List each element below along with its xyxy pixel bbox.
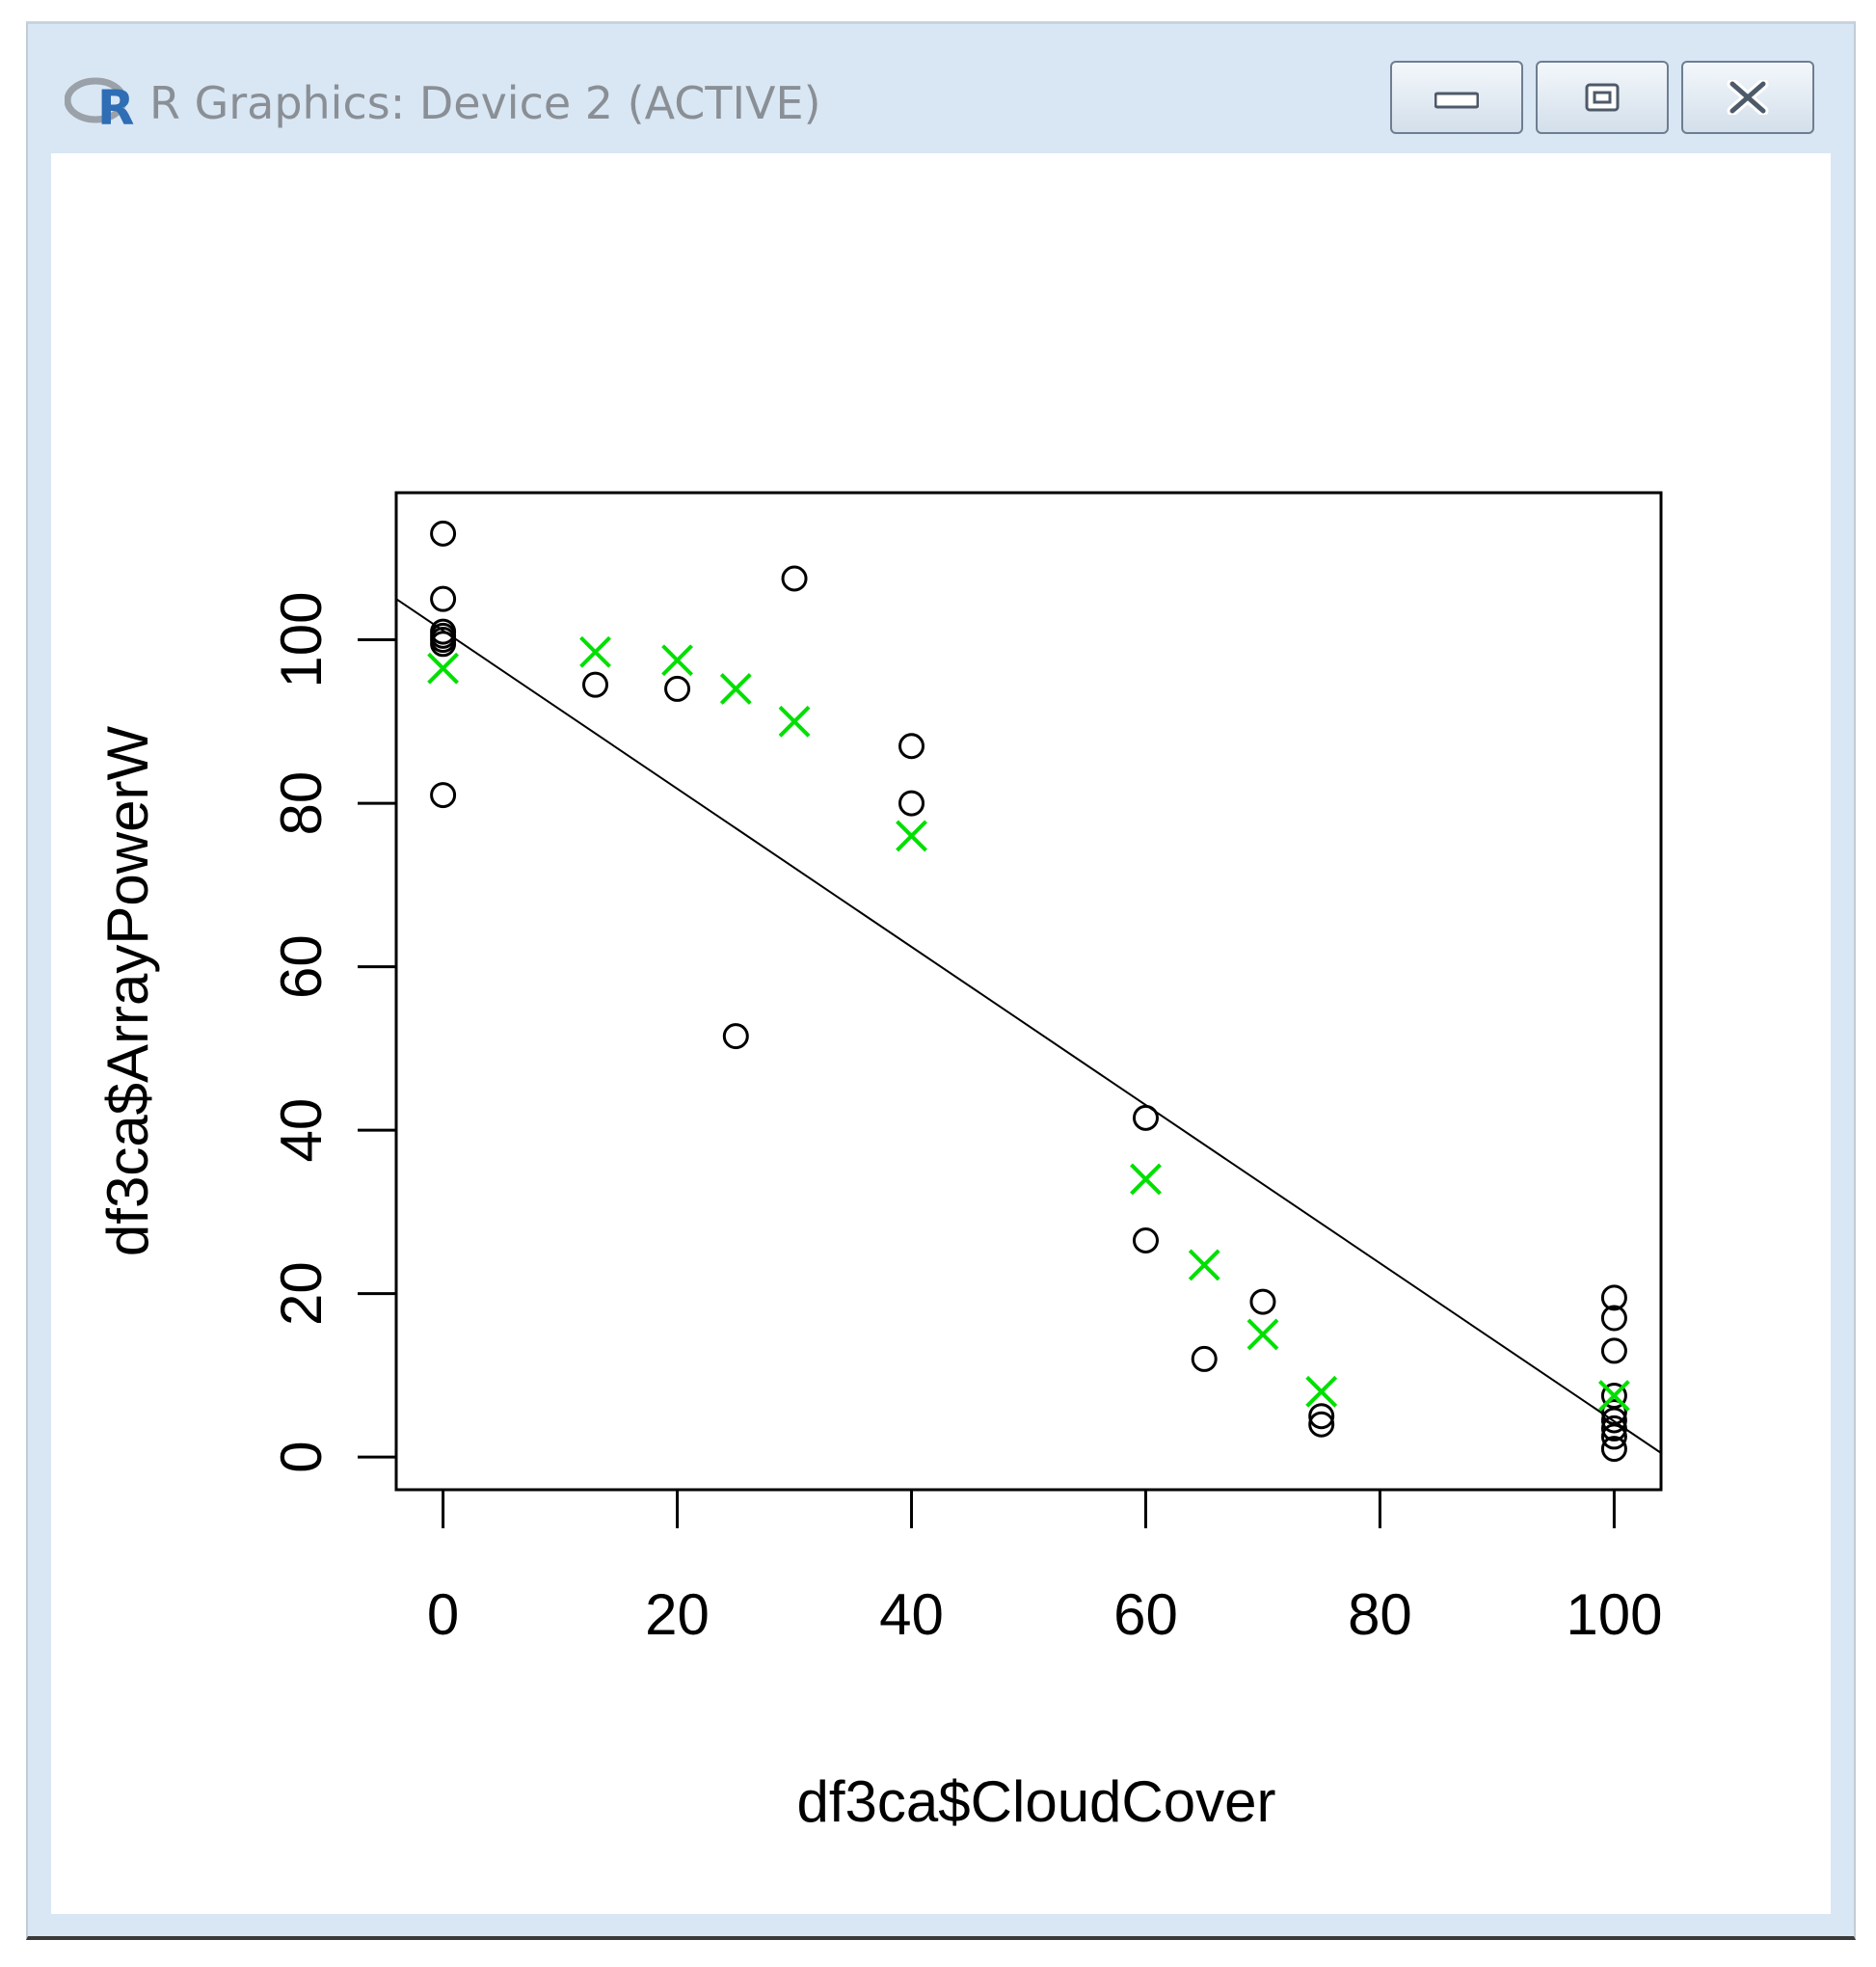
close-icon bbox=[1727, 80, 1769, 115]
x-axis-label: df3ca$CloudCover bbox=[797, 1769, 1276, 1834]
data-point-cross bbox=[1305, 1375, 1338, 1408]
x-tick-label: 0 bbox=[427, 1582, 459, 1647]
data-point-circle bbox=[722, 1023, 749, 1050]
data-point-circle bbox=[898, 733, 925, 760]
x-tick-label: 20 bbox=[645, 1582, 710, 1647]
data-point-cross bbox=[1597, 1380, 1630, 1412]
regression-line-group bbox=[395, 598, 1662, 1454]
data-point-circle bbox=[1600, 1423, 1627, 1450]
window-title: R Graphics: Device 2 (ACTIVE) bbox=[149, 77, 821, 129]
data-point-circle bbox=[430, 585, 457, 612]
x-axis: 0 20 40 60 80 100 bbox=[427, 1488, 1662, 1647]
data-point-cross bbox=[1188, 1249, 1220, 1281]
data-point-cross bbox=[427, 652, 460, 685]
close-button[interactable] bbox=[1681, 61, 1814, 134]
data-point-cross bbox=[778, 705, 811, 738]
data-point-circle bbox=[898, 790, 925, 817]
restore-button[interactable] bbox=[1536, 61, 1669, 134]
title-bar[interactable]: R R Graphics: Device 2 (ACTIVE) bbox=[28, 24, 1854, 149]
minimize-button[interactable] bbox=[1390, 61, 1523, 134]
data-point-cross bbox=[579, 635, 611, 668]
data-points bbox=[427, 520, 1630, 1463]
svg-text:R: R bbox=[97, 80, 135, 128]
restore-icon bbox=[1585, 83, 1620, 112]
x-tick-label: 80 bbox=[1348, 1582, 1412, 1647]
y-tick-label: 100 bbox=[269, 592, 334, 688]
data-point-cross bbox=[896, 820, 927, 852]
data-point-cross bbox=[719, 672, 752, 705]
data-point-circle bbox=[1191, 1345, 1218, 1372]
data-point-cross bbox=[1246, 1318, 1279, 1351]
x-tick-label: 100 bbox=[1566, 1582, 1662, 1647]
data-point-circle bbox=[1132, 1104, 1159, 1131]
data-point-circle bbox=[430, 782, 457, 809]
data-point-circle bbox=[781, 565, 808, 592]
data-point-circle bbox=[1600, 1436, 1627, 1463]
data-point-cross bbox=[661, 644, 693, 677]
data-point-circle bbox=[430, 631, 457, 658]
y-tick-label: 20 bbox=[269, 1261, 334, 1326]
data-point-circle bbox=[1308, 1411, 1335, 1438]
data-point-circle bbox=[1132, 1227, 1159, 1253]
data-point-circle bbox=[1600, 1337, 1627, 1364]
y-tick-label: 80 bbox=[269, 771, 334, 836]
data-point-circle bbox=[1249, 1288, 1276, 1315]
regression-line bbox=[395, 598, 1662, 1454]
data-point-circle bbox=[430, 520, 457, 547]
data-point-circle bbox=[1600, 1305, 1627, 1332]
minimize-icon bbox=[1434, 92, 1479, 109]
data-point-circle bbox=[1600, 1415, 1627, 1442]
data-point-circle bbox=[1308, 1403, 1335, 1430]
y-axis-label: df3ca$ArrayPowerW bbox=[95, 726, 160, 1257]
x-tick-label: 40 bbox=[879, 1582, 944, 1647]
scatter-plot: 0 20 40 60 80 100 0 20 40 60 80 100 df3ca$CloudCov… bbox=[95, 491, 1663, 1834]
data-point-circle bbox=[430, 622, 457, 649]
y-tick-label: 60 bbox=[269, 934, 334, 999]
y-tick-label: 40 bbox=[269, 1098, 334, 1163]
x-tick-label: 60 bbox=[1113, 1582, 1178, 1647]
data-point-circle bbox=[1600, 1407, 1627, 1434]
data-point-cross bbox=[1130, 1163, 1162, 1196]
plot-area: 0 20 40 60 80 100 0 20 40 60 80 100 df3ca$CloudCov… bbox=[51, 153, 1831, 1914]
r-logo-icon: R bbox=[65, 77, 135, 128]
y-tick-label: 0 bbox=[269, 1441, 334, 1472]
y-axis: 0 20 40 60 80 100 bbox=[269, 592, 398, 1473]
data-point-circle bbox=[664, 675, 691, 702]
data-point-circle bbox=[582, 671, 609, 698]
r-graphics-window: R R Graphics: Device 2 (ACTIVE) 0 20 40 60 8… bbox=[26, 21, 1856, 1940]
data-point-circle bbox=[1600, 1284, 1627, 1311]
